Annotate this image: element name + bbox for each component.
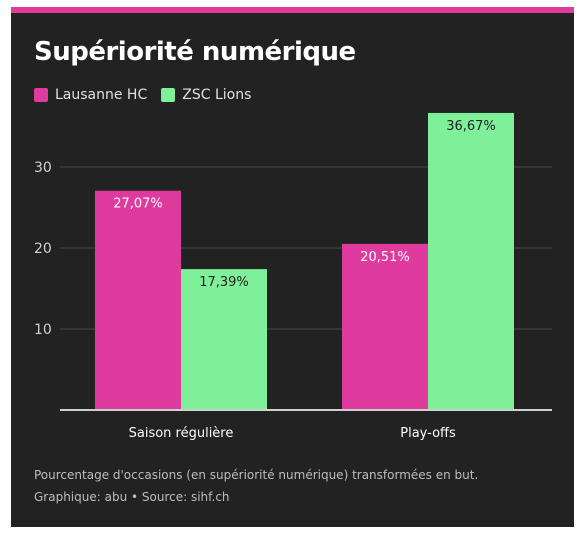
x-tick-label: Play-offs (400, 426, 456, 441)
legend-item-lausanne: Lausanne HC (34, 87, 147, 103)
bar-lausanne-1 (342, 243, 428, 410)
legend-swatch-lausanne (34, 88, 48, 102)
legend: Lausanne HC ZSC Lions (34, 87, 251, 103)
legend-label-zsc: ZSC Lions (182, 87, 252, 103)
y-tick-label: 20 (34, 241, 52, 257)
chart-card: Supériorité numérique Lausanne HC ZSC Li… (11, 7, 574, 527)
accent-bar (11, 7, 574, 13)
bar-chart: 10 20 30 27,07% 17,39% Saison régulière 20,51%… (34, 112, 552, 441)
bar-lausanne-0 (95, 190, 181, 410)
legend-swatch-zsc (161, 88, 176, 102)
data-label: 20,51% (360, 250, 410, 265)
chart-credit: Graphique: abu • Source: sihf.ch (34, 490, 230, 504)
chart-title: Supériorité numérique (34, 37, 356, 67)
chart-note: Pourcentage d'occasions (en supériorité … (34, 468, 479, 482)
bar-zsc-0 (181, 269, 267, 410)
y-tick-label: 10 (34, 322, 52, 338)
legend-label-lausanne: Lausanne HC (55, 87, 148, 103)
bar-zsc-1 (428, 112, 514, 411)
legend-item-zsc: ZSC Lions (161, 87, 251, 103)
data-label: 36,67% (446, 119, 496, 134)
data-label: 27,07% (113, 197, 163, 212)
y-tick-label: 30 (34, 160, 52, 176)
x-tick-label: Saison régulière (129, 426, 234, 441)
data-label: 17,39% (199, 275, 249, 290)
